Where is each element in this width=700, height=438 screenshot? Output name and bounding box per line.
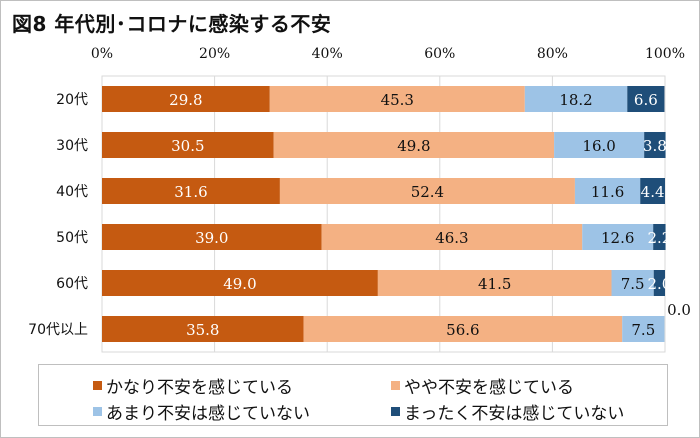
bar-segment: [377, 270, 612, 296]
data-label: 52.4: [411, 183, 444, 201]
data-label: 39.0: [195, 229, 228, 247]
data-label: 30.5: [171, 137, 204, 155]
category-label: 20代: [56, 92, 88, 108]
category-label: 50代: [56, 230, 88, 246]
bars: [102, 86, 666, 342]
bar-segment: [622, 316, 665, 342]
bar-segment: [554, 132, 645, 158]
data-label: 56.6: [446, 321, 479, 339]
chart-title: 図8 年代別･コロナに感染する不安: [12, 12, 332, 36]
legend-item-somewhat-anxious: やや不安を感じている: [391, 373, 574, 398]
data-label: 49.8: [397, 137, 430, 155]
category-label: 60代: [56, 276, 88, 292]
data-label: 6.6: [634, 91, 658, 109]
bar-segment: [102, 270, 378, 296]
x-tick-label: 100%: [645, 46, 685, 62]
legend-label: かなり不安を感じている: [106, 378, 293, 398]
x-tick-label: 40%: [312, 46, 343, 62]
data-label: 0.0: [667, 301, 691, 319]
category-labels: 20代 30代 40代 50代 60代 70代以上: [28, 92, 88, 338]
legend-item-very-anxious: かなり不安を感じている: [93, 373, 293, 398]
data-label: 7.5: [621, 275, 645, 293]
bar-segment: [102, 86, 270, 112]
legend-swatch: [391, 407, 400, 416]
x-tick-label: 80%: [537, 46, 568, 62]
bar-segment: [653, 224, 666, 250]
bar-segment: [303, 316, 623, 342]
bar-segment: [321, 224, 583, 250]
data-label: 12.6: [601, 229, 634, 247]
bar-segment: [640, 178, 665, 204]
data-label: 7.5: [631, 321, 655, 339]
bar-segment: [582, 224, 654, 250]
category-label: 30代: [56, 138, 88, 154]
data-label: 4.4: [641, 183, 665, 201]
data-label: 31.6: [174, 183, 207, 201]
data-label: 16.0: [582, 137, 615, 155]
legend-label: あまり不安は感じていない: [106, 404, 310, 424]
legend-item-not-very-anxious: あまり不安は感じていない: [93, 399, 310, 424]
bar-segment: [644, 132, 666, 158]
bar-segment: [627, 86, 665, 112]
x-tick-label: 0%: [91, 46, 113, 62]
data-label: 29.8: [169, 91, 202, 109]
legend-swatch: [93, 381, 102, 390]
legend-label: やや不安を感じている: [404, 378, 574, 398]
bar-segment: [102, 132, 274, 158]
data-label: 18.2: [559, 91, 592, 109]
legend-swatch: [93, 407, 102, 416]
data-label: 11.6: [591, 183, 624, 201]
x-tick-label: 60%: [424, 46, 455, 62]
plot-area: [101, 75, 666, 353]
x-tick-labels: 0% 20% 40% 60% 80% 100%: [91, 46, 685, 62]
data-label: 45.3: [381, 91, 414, 109]
data-label: 3.8: [643, 137, 667, 155]
bar-segment: [102, 316, 304, 342]
legend-label: まったく不安は感じていない: [404, 404, 625, 424]
x-tick-label: 20%: [199, 46, 230, 62]
bar-segment: [524, 86, 628, 112]
bar-segment: [102, 224, 322, 250]
data-label: 2.2: [647, 229, 671, 247]
legend: かなり不安を感じている やや不安を感じている あまり不安は感じていない まったく…: [38, 364, 668, 426]
legend-item-not-anxious-at-all: まったく不安は感じていない: [391, 399, 624, 424]
bar-segment: [574, 178, 641, 204]
bar-segment: [102, 178, 280, 204]
category-label: 70代以上: [28, 322, 88, 338]
bar-segment: [279, 178, 575, 204]
gridlines: [101, 75, 666, 353]
data-labels: 29.8 45.3 18.2 6.6 30.5 49.8 16.0 3.8 31.6 52.4 11…: [169, 91, 691, 339]
data-label: 41.5: [478, 275, 511, 293]
category-label: 40代: [56, 184, 88, 200]
bar-segment: [611, 270, 654, 296]
data-label: 2.0: [647, 275, 671, 293]
legend-swatch: [391, 381, 400, 390]
data-label: 49.0: [223, 275, 256, 293]
data-label: 35.8: [186, 321, 219, 339]
data-label: 46.3: [435, 229, 468, 247]
bar-segment: [273, 132, 555, 158]
bar-segment: [269, 86, 525, 112]
bar-segment: [653, 270, 665, 296]
